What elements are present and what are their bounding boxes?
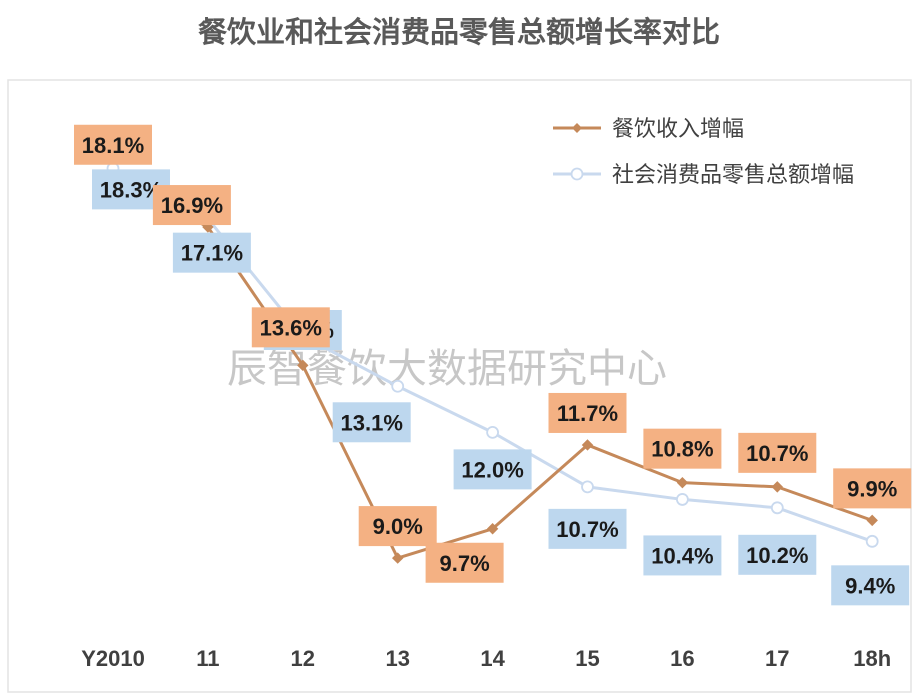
data-label-1-7: 10.2%: [746, 543, 808, 568]
x-tick-label-6: 16: [670, 646, 694, 671]
marker-1-4: [486, 425, 500, 439]
data-label-box-0-2: [251, 307, 330, 348]
x-tick-label-5: 15: [575, 646, 599, 671]
marker-1-3: [391, 379, 405, 393]
marker-0-6: [676, 476, 689, 489]
data-label-box-1-5: [548, 508, 627, 549]
data-label-box-1-8: [831, 565, 910, 606]
data-label-box-0-7: [738, 432, 817, 473]
marker-1-5: [581, 480, 594, 494]
data-label-1-6: 10.4%: [651, 543, 713, 568]
data-label-1-8: 9.4%: [845, 573, 895, 598]
x-tick-label-8: 18h: [853, 646, 891, 671]
data-label-box-0-4: [425, 542, 504, 583]
data-label-box-1-7: [738, 534, 817, 575]
marker-1-6: [676, 493, 689, 506]
data-label-0-2: 13.6%: [260, 315, 322, 340]
data-label-1-4: 12.0%: [461, 457, 523, 482]
data-label-0-8: 9.9%: [847, 476, 897, 501]
data-label-0-0: 18.1%: [82, 133, 144, 158]
data-label-box-1-1: [172, 232, 251, 273]
marker-0-4: [486, 523, 499, 535]
data-labels: 18.3%17.1%14.3%13.1%12.0%10.7%10.4%10.2%…: [74, 124, 912, 606]
data-label-box-0-6: [643, 428, 722, 469]
x-axis-ticks: Y2010 11 12 13 14 15 16 17 18h: [81, 646, 891, 671]
x-tick-label-2: 12: [291, 646, 315, 671]
data-label-0-6: 10.8%: [651, 437, 713, 462]
data-label-box-0-8: [833, 468, 912, 509]
data-label-1-5: 10.7%: [556, 517, 618, 542]
watermark-text: 辰智餐饮大数据研究中心: [227, 347, 667, 391]
x-tick-label-4: 14: [480, 646, 505, 671]
marker-0-3: [391, 552, 404, 564]
data-label-box-1-6: [643, 535, 722, 576]
data-label-0-4: 9.7%: [440, 551, 490, 576]
data-label-box-0-5: [548, 392, 627, 433]
data-label-box-1-4: [453, 449, 532, 490]
x-tick-label-1: 11: [196, 646, 219, 671]
marker-0-5: [581, 439, 594, 451]
data-label-1-3: 13.1%: [341, 410, 403, 435]
marker-1-8: [865, 534, 879, 548]
marker-0-2: [297, 359, 309, 372]
marker-1-7: [770, 501, 784, 515]
x-tick-label-0: Y2010: [81, 646, 145, 671]
x-tick-label-7: 17: [765, 646, 789, 671]
legend-swatch-marker-1: [570, 167, 584, 181]
data-label-0-3: 9.0%: [373, 514, 423, 539]
chart-title: 餐饮业和社会消费品零售总额增长率对比: [198, 15, 720, 49]
data-label-box-0-0: [74, 124, 152, 165]
data-label-box-0-1: [152, 185, 231, 226]
data-label-0-7: 10.7%: [746, 441, 808, 466]
plot-border: [7, 79, 912, 693]
data-label-1-0: 18.3%: [100, 177, 162, 202]
legend-label-0: 餐饮收入增幅: [612, 116, 744, 141]
marker-0-7: [771, 481, 784, 493]
data-label-0-5: 11.7%: [557, 401, 618, 426]
x-tick-label-3: 13: [385, 646, 409, 671]
data-label-box-1-3: [332, 402, 411, 443]
data-label-0-1: 16.9%: [161, 193, 223, 218]
marker-0-8: [866, 514, 878, 527]
data-label-box-0-3: [358, 506, 437, 547]
legend-label-1: 社会消费品零售总额增幅: [612, 162, 854, 187]
data-label-1-1: 17.1%: [181, 241, 243, 266]
legend-swatch-marker-0: [572, 123, 582, 133]
